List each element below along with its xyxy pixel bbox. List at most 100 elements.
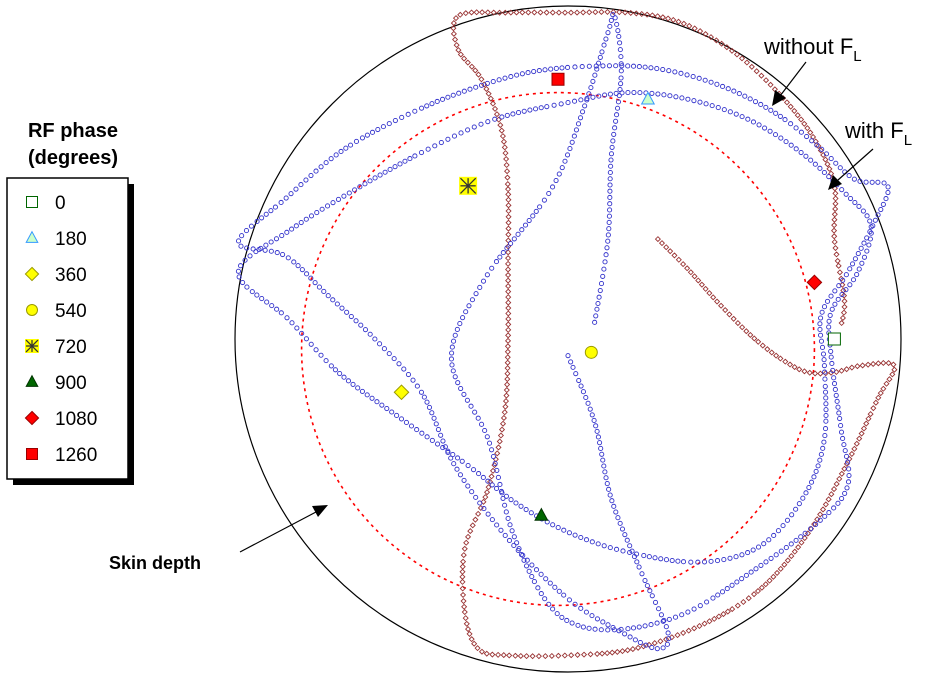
series-point [461,545,468,552]
series-point [701,620,708,627]
series-point [575,121,582,127]
series-point [605,622,611,628]
series-point [801,368,808,375]
series-point [819,344,826,350]
legend-label-1080: 1080 [55,409,97,430]
series-point [601,463,607,469]
series-point [763,559,769,565]
series-point [822,426,829,432]
series-point [519,9,526,16]
series-point [631,89,637,96]
series-point [840,277,846,283]
series-point [836,283,842,289]
series-point [469,297,475,303]
series-point [478,82,485,88]
legend-label-0: 0 [55,193,66,214]
series-point [602,469,608,475]
series-point [782,117,788,123]
series-point [729,606,736,613]
series-point [801,120,808,127]
series-point [299,330,305,336]
series-point [455,380,461,386]
series-point [454,326,460,332]
series-point [788,142,794,148]
series-point [358,322,364,328]
series-point [614,112,620,118]
series-point [424,434,430,440]
series-point [504,381,511,388]
series-point [838,470,845,477]
series-point [619,63,625,69]
series-point [822,383,828,389]
series-point [599,49,605,55]
series-point [419,430,425,436]
series-point [711,615,718,622]
series-point [602,92,608,98]
series-point [399,114,405,121]
series-point [580,651,588,658]
series-point [800,495,806,501]
series-point [438,140,444,146]
series-point [718,302,725,309]
series-point [848,364,855,371]
series-point [464,397,470,403]
series-point [498,127,505,134]
series-point [470,467,477,473]
series-point [606,486,612,492]
series-point [663,636,670,643]
series-point [617,40,623,46]
series-point [619,526,626,532]
series-point [285,255,291,261]
series-point [739,576,745,582]
phase-marker-720 [459,176,478,195]
series-point [791,364,798,371]
series-point [811,474,817,480]
series-point [268,248,274,254]
series-point [870,405,877,412]
series-point [697,603,703,609]
series-point [652,599,659,605]
series-point [649,644,655,651]
series-point [837,165,843,171]
series-point [856,435,863,442]
series-point [559,614,565,620]
series-point [571,98,578,104]
series-point [828,491,835,498]
series-point [523,507,529,513]
series-point [505,191,512,198]
phase-marker-900 [534,507,549,521]
series-point [846,173,852,179]
series-point [325,203,331,209]
series-point [478,76,485,83]
series-point [432,143,438,149]
series-point [872,399,879,406]
series-point [793,146,799,152]
series-point [323,358,329,364]
series-point [697,99,703,105]
series-point [823,412,829,419]
series-point [504,376,511,383]
series-point [644,583,650,589]
series-point [824,298,831,304]
series-point [505,294,512,301]
series-point [588,85,594,91]
series-point [527,107,533,113]
series-point [578,534,584,541]
series-point [739,552,745,558]
series-point [614,21,620,27]
series-point [660,618,666,624]
series-point [841,303,848,310]
series-point [843,272,849,278]
series-point [499,114,505,120]
series-point [655,91,661,97]
series-point [721,557,727,563]
series-point [766,577,773,584]
series-point [495,474,501,480]
series-point [269,303,275,309]
series-point [308,275,314,281]
series-point [832,386,838,393]
series-point [832,245,839,252]
series-point [618,626,624,632]
series-point [838,319,845,327]
series-point [592,72,598,78]
